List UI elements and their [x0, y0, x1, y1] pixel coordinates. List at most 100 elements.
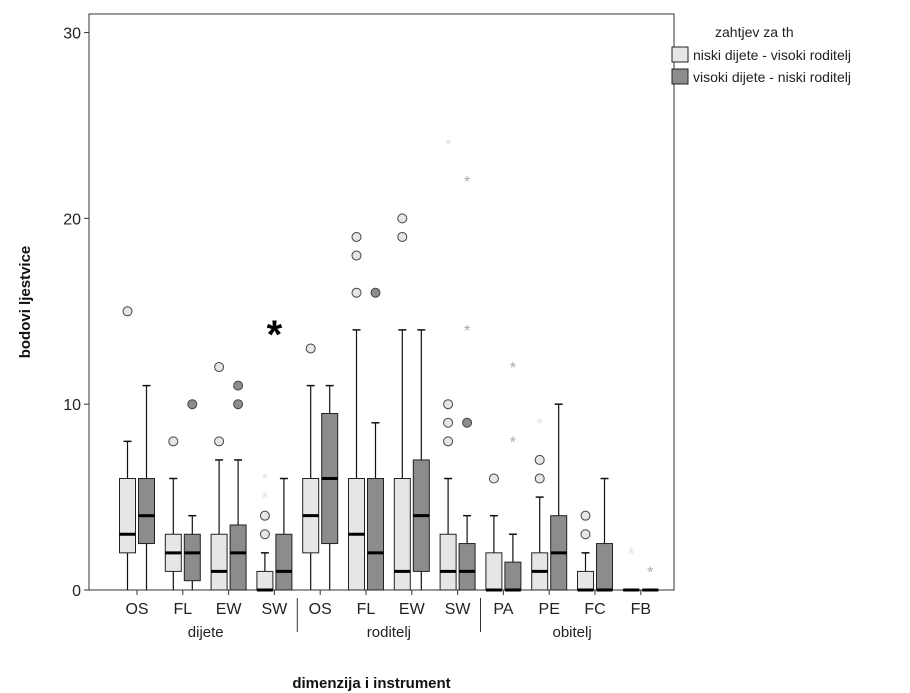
box-iqr	[577, 570, 594, 591]
outlier-point	[580, 510, 591, 521]
outlier-point	[233, 399, 244, 410]
legend-title: zahtjev za th	[715, 24, 794, 40]
box-os-series-1	[119, 306, 136, 590]
y-tick-label: 20	[63, 211, 81, 228]
outlier-point	[168, 436, 179, 447]
box-fb-series-1: *	[622, 546, 640, 592]
box-iqr	[458, 543, 476, 591]
x-tick-label: SW	[445, 601, 472, 618]
outlier-point	[462, 417, 473, 428]
box-ew-series-2	[412, 329, 430, 590]
x-tick-label: FC	[584, 601, 605, 618]
y-tick-label: 30	[63, 26, 81, 43]
box-ew-series-1	[210, 362, 228, 591]
group-label-obitelj: obitelj	[552, 624, 591, 641]
x-axis: OS FL EW SW OS FL EW SW PA PE FC FB dijete roditelj ob…	[125, 590, 651, 641]
outlier-point	[122, 306, 133, 317]
group-label-roditelj: roditelj	[367, 624, 411, 641]
box-pa-series-2: **	[504, 360, 522, 592]
box-iqr	[485, 552, 503, 591]
legend-entry: visoki dijete - niski roditelj	[693, 69, 851, 85]
x-axis-title: dimenzija i instrument	[292, 675, 450, 692]
outlier-point	[488, 473, 499, 484]
box-os-series-2	[138, 384, 155, 590]
x-tick-label: PE	[539, 601, 560, 618]
extreme-point: *	[445, 137, 451, 154]
x-tick-label: OS	[125, 601, 148, 618]
box-iqr	[138, 478, 155, 545]
box-pa-series-1	[485, 473, 503, 592]
extreme-point: *	[628, 546, 634, 563]
box-iqr	[275, 533, 293, 591]
extreme-point: *	[510, 434, 516, 451]
outlier-point	[443, 436, 454, 447]
outlier-point	[580, 529, 591, 540]
box-pe-series-1: *	[531, 416, 549, 591]
extreme-point: *	[464, 323, 470, 340]
legend-swatch	[671, 46, 689, 63]
extreme-point: *	[262, 490, 268, 507]
outlier-point	[370, 287, 381, 298]
box-fl-series-2	[183, 399, 201, 590]
outlier-point	[187, 399, 198, 410]
x-tick-label: EW	[399, 601, 426, 618]
outlier-point	[233, 380, 244, 391]
box-iqr	[229, 524, 247, 591]
box-sw-series-1: **	[256, 472, 274, 592]
extreme-point: *	[537, 416, 543, 433]
x-tick-label: EW	[216, 601, 243, 618]
box-iqr	[210, 533, 228, 591]
boxes: **********	[119, 137, 659, 592]
box-iqr	[504, 561, 522, 591]
outlier-point	[534, 454, 545, 465]
x-tick-label: SW	[262, 601, 289, 618]
extreme-point: *	[262, 472, 268, 489]
box-iqr	[596, 543, 613, 591]
box-fb-series-2: *	[641, 564, 659, 592]
box-sw-series-1: *	[439, 137, 457, 591]
box-iqr	[367, 478, 384, 591]
box-fc-series-2	[596, 477, 613, 592]
x-tick-label: PA	[493, 601, 513, 618]
outlier-point	[259, 510, 270, 521]
outlier-point	[214, 436, 225, 447]
outlier-point	[397, 231, 408, 242]
box-iqr	[256, 570, 274, 591]
y-axis: 0 10 20 30	[63, 26, 89, 600]
group-label-dijete: dijete	[188, 624, 224, 641]
box-os-series-2	[321, 384, 339, 590]
box-fl-series-1	[348, 231, 365, 591]
y-tick-label: 0	[72, 583, 81, 600]
annotation-asterisk: *	[267, 313, 283, 357]
box-os-series-1	[302, 343, 320, 590]
extreme-point: *	[464, 174, 470, 191]
outlier-point	[305, 343, 316, 354]
x-tick-label: FL	[357, 601, 376, 618]
x-tick-label: FB	[631, 601, 651, 618]
box-ew-series-2	[229, 380, 247, 591]
x-tick-label: OS	[309, 601, 332, 618]
box-pe-series-2	[550, 403, 568, 591]
extreme-point: *	[647, 564, 653, 581]
annotations: *	[267, 313, 283, 357]
box-fl-series-1	[164, 436, 182, 590]
box-iqr	[183, 533, 201, 582]
y-tick-label: 10	[63, 397, 81, 414]
outlier-point	[351, 250, 362, 261]
box-fc-series-1	[577, 510, 594, 592]
box-sw-series-2: **	[458, 174, 476, 591]
box-sw-series-2	[275, 477, 293, 591]
outlier-point	[351, 231, 362, 242]
box-fl-series-2	[367, 287, 384, 591]
outlier-point	[397, 213, 408, 224]
box-iqr	[393, 478, 411, 591]
outlier-point	[351, 287, 362, 298]
outlier-point	[443, 399, 454, 410]
legend-swatch	[671, 68, 689, 85]
box-iqr	[439, 533, 457, 591]
box-ew-series-1	[393, 213, 411, 591]
outlier-point	[443, 417, 454, 428]
legend: zahtjev za th niski dijete - visoki rodi…	[671, 24, 851, 85]
extreme-point: *	[510, 360, 516, 377]
